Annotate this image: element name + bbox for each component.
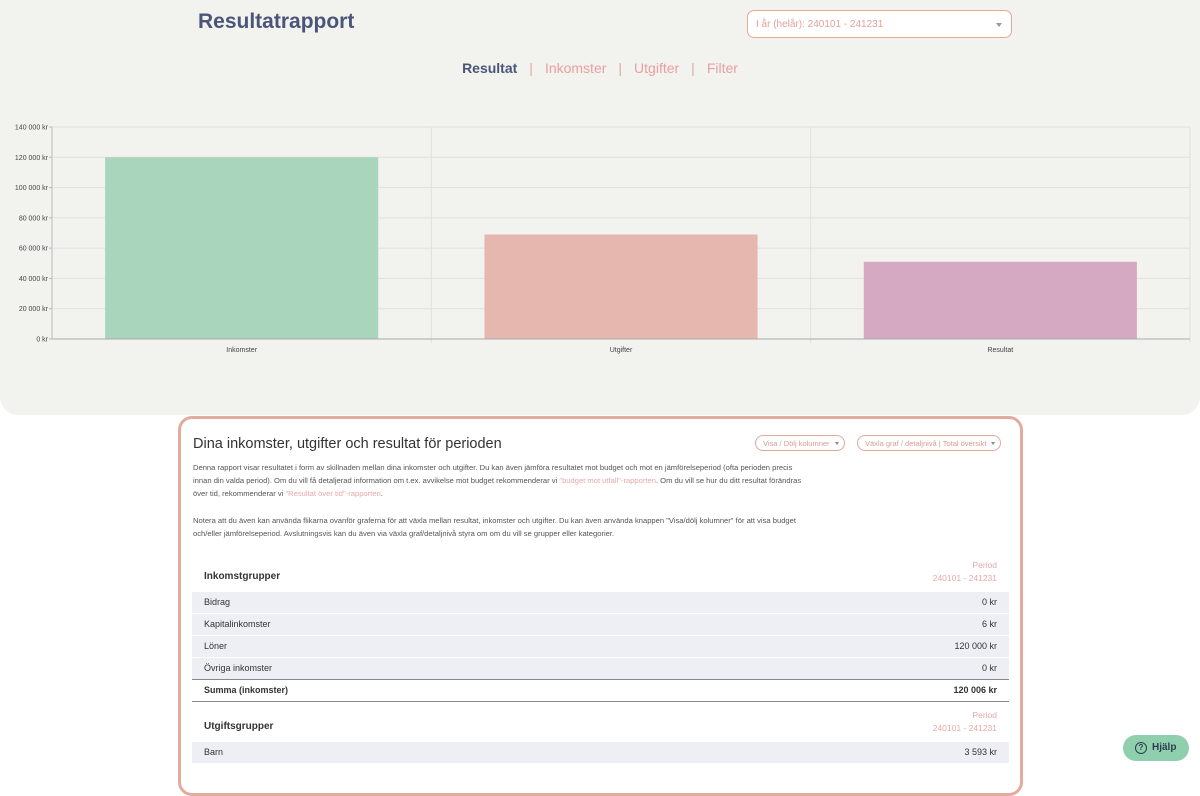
bar bbox=[863, 261, 1137, 339]
group-title: Utgiftsgrupper bbox=[204, 721, 274, 732]
description: Notera att du även kan använda flikarna … bbox=[193, 516, 796, 538]
report-header: Resultatrapport I år (helår): 240101 - 2… bbox=[0, 0, 1200, 415]
x-tick-label: Inkomster bbox=[226, 347, 257, 354]
link[interactable]: "budget mot utfall"-rapporten bbox=[559, 476, 656, 485]
row-value: 0 kr bbox=[981, 597, 997, 607]
row-value: 120 000 kr bbox=[954, 641, 997, 651]
group-title: Inkomstgrupper bbox=[204, 571, 281, 582]
bar bbox=[105, 157, 379, 339]
table: Inkomstgrupper Period 240101 - 241231 Bidra… bbox=[192, 559, 1009, 702]
row-label: Löner bbox=[204, 641, 228, 651]
help-button[interactable]: Hjälp bbox=[1123, 735, 1189, 761]
link[interactable]: "Resultat över tid"-rapporten bbox=[285, 489, 381, 498]
y-tick-label: 40 000 kr bbox=[19, 276, 49, 283]
description: Denna rapport visar resultatet i form av… bbox=[193, 461, 803, 500]
row-value: 3 593 kr bbox=[964, 747, 997, 757]
y-tick-label: 80 000 kr bbox=[19, 215, 49, 222]
row-label: Barn bbox=[204, 747, 224, 757]
separator: | bbox=[618, 60, 623, 76]
period-header: Period 240101 - 241231 bbox=[933, 709, 997, 735]
period-header: Period 240101 - 241231 bbox=[933, 559, 997, 585]
y-tick-label: 60 000 kr bbox=[19, 246, 49, 253]
columns-button[interactable]: Visa / Dölj kolumner bbox=[755, 435, 845, 451]
x-tick-label: Resultat bbox=[987, 347, 1013, 354]
y-tick-label: 20 000 kr bbox=[19, 306, 49, 313]
row-label: Bidrag bbox=[204, 597, 231, 607]
row-value: 0 kr bbox=[981, 663, 997, 673]
table-header: Inkomstgrupper Period 240101 - 241231 bbox=[192, 559, 1009, 591]
period-label: Period bbox=[972, 710, 997, 720]
row-value: 6 kr bbox=[981, 619, 997, 629]
body: {"header": {"title": "Resultatrapport", … bbox=[0, 0, 1200, 770]
y-tick-label: 140 000 kr bbox=[15, 125, 49, 132]
table-row: Barn 3 593 kr bbox=[192, 741, 1009, 763]
row-label: Summa (inkomster) bbox=[204, 685, 289, 695]
x-tick-label: Utgifter bbox=[610, 347, 633, 354]
tab[interactable]: Inkomster bbox=[544, 60, 607, 76]
tab[interactable]: Resultat bbox=[462, 60, 518, 76]
y-tick-label: 100 000 kr bbox=[15, 185, 49, 192]
row-label: Kapitalinkomster bbox=[204, 619, 271, 629]
table: Utgiftsgrupper Period 240101 - 241231 Barn 3… bbox=[192, 709, 1009, 763]
text: . Om du vill se hur du ditt resultat för… bbox=[193, 476, 802, 498]
table-header: Utgiftsgrupper Period 240101 - 241231 bbox=[192, 709, 1009, 741]
page: Resultatrapport html, body { margin: 0; … bbox=[0, 0, 1200, 770]
chart: 0 kr 20 000 kr 40 000 kr 60 000 kr 80 000 kr… bbox=[15, 125, 1191, 354]
text: Denna rapport visar resultatet i form av… bbox=[193, 463, 793, 485]
text: . bbox=[380, 489, 383, 498]
separator: | bbox=[529, 60, 533, 76]
separator: | bbox=[691, 60, 695, 76]
table-row: Övriga inkomster 0 kr bbox=[192, 657, 1009, 679]
view-button[interactable]: Växla graf / detaljnivå | Total översikt bbox=[857, 435, 1002, 451]
tab[interactable]: Utgifter bbox=[634, 60, 680, 76]
bar bbox=[484, 234, 758, 339]
row-value: 120 006 kr bbox=[953, 685, 997, 695]
period-label: Period bbox=[972, 560, 997, 570]
table-row: Kapitalinkomster 6 kr bbox=[192, 613, 1009, 635]
period: 240101 - 241231 bbox=[932, 723, 997, 733]
report-panel: Dina inkomster, utgifter och resultat fö… bbox=[178, 416, 1023, 796]
y-tick-label: 0 kr bbox=[36, 337, 48, 344]
table-row: Bidrag 0 kr bbox=[192, 591, 1009, 613]
tabs: Resultat | Inkomster | Utgifter | Filter bbox=[0, 60, 1200, 76]
page-title: Resultatrapport bbox=[198, 10, 355, 33]
tab[interactable]: Filter bbox=[706, 60, 738, 76]
total-row: Summa (inkomster) 120 006 kr bbox=[192, 679, 1009, 702]
y-tick-label: 120 000 kr bbox=[15, 155, 49, 162]
panel-title: Dina inkomster, utgifter och resultat fö… bbox=[193, 436, 502, 452]
table-row: Löner 120 000 kr bbox=[192, 635, 1009, 657]
period: 240101 - 241231 bbox=[932, 573, 997, 583]
row-label: Övriga inkomster bbox=[204, 663, 273, 673]
period-select[interactable]: I år (helår): 240101 - 241231 bbox=[747, 10, 1012, 38]
